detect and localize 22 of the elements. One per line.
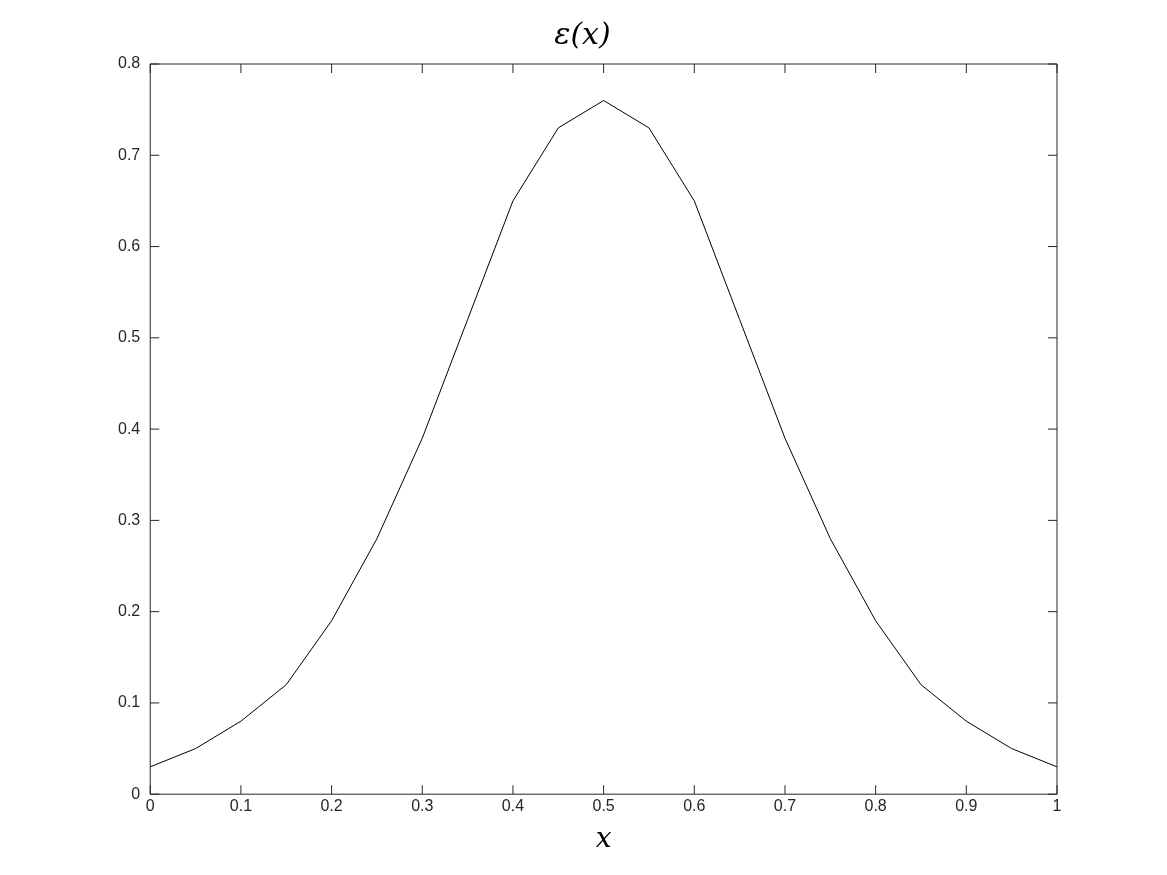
chart-title: ε(x) [554, 15, 611, 51]
y-tick-label: 0.6 [117, 236, 141, 254]
x-axis-title: x [595, 821, 612, 855]
y-tick-label: 0.1 [117, 693, 141, 711]
x-tick-label: 0.6 [683, 797, 706, 815]
x-tick-label: 0 [145, 797, 155, 815]
y-tick-label: 0 [131, 784, 141, 802]
x-tick-label: 0.9 [955, 797, 978, 815]
x-tick-label: 0.4 [501, 797, 525, 815]
y-tick-label: 0.7 [117, 145, 141, 163]
x-tick-label: 0.1 [229, 797, 253, 815]
x-tick-label: 1 [1052, 797, 1062, 815]
x-tick-label: 0.7 [773, 797, 797, 815]
y-tick-label: 0.5 [117, 328, 141, 346]
x-tick-label: 0.8 [864, 797, 887, 815]
y-tick-label: 0.3 [117, 510, 141, 528]
x-tick-label: 0.5 [592, 797, 615, 815]
x-tick-label: 0.2 [320, 797, 343, 815]
x-tick-label: 0.3 [411, 797, 434, 815]
y-tick-label: 0.4 [117, 419, 141, 437]
y-tick-label: 0.2 [117, 602, 141, 620]
y-tick-label: 0.8 [117, 54, 141, 72]
